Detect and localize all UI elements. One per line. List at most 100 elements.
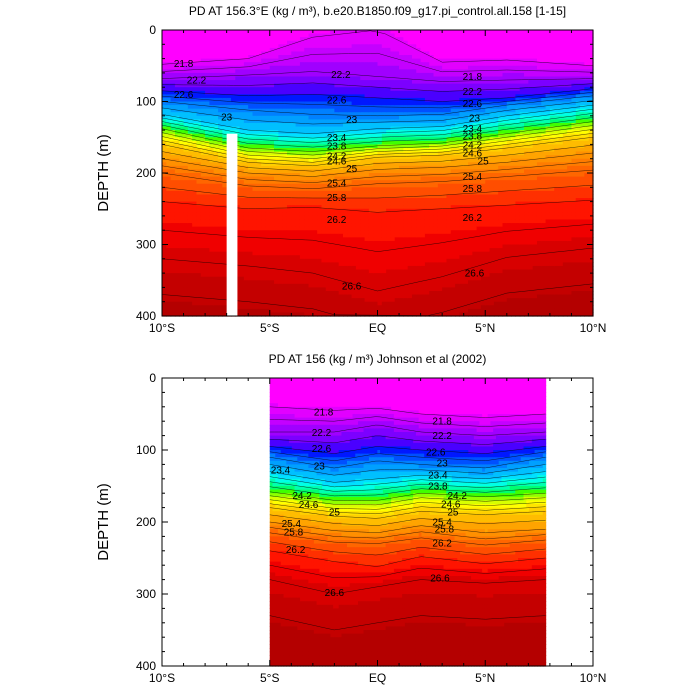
contour-cell (278, 244, 284, 249)
contour-cell (170, 255, 176, 260)
contour-cell (243, 273, 249, 278)
contour-cell (399, 180, 404, 185)
contour-cell (200, 233, 206, 238)
contour-cell (407, 144, 413, 149)
contour-cell (170, 244, 176, 249)
contour-cell (403, 47, 409, 53)
contour-cell (347, 230, 353, 235)
contour-cell (261, 47, 267, 53)
contour-cell (187, 187, 193, 192)
contour-cell (368, 90, 374, 95)
contour-cell (274, 290, 279, 296)
contour-cell (261, 126, 267, 131)
contour-cell (183, 244, 189, 249)
contour-cell (239, 305, 245, 310)
contour-cell (170, 176, 176, 181)
contour-cell (360, 33, 366, 38)
contour-cell (334, 233, 340, 238)
contour-cell (196, 208, 202, 213)
contour-cell (239, 265, 245, 271)
contour-cell (239, 201, 245, 206)
contour-cell (243, 248, 249, 253)
contour-cell (308, 283, 314, 288)
contour-cell (248, 215, 254, 221)
contour-cell (162, 230, 167, 235)
contour-cell (248, 122, 254, 128)
contour-cell (162, 44, 167, 49)
contour-cell (274, 258, 279, 263)
contour-cell (360, 137, 366, 142)
contour-cell (200, 237, 206, 242)
contour-cell (282, 240, 288, 246)
contour-cell (394, 176, 400, 181)
contour-cell (209, 176, 215, 181)
contour-cell (386, 298, 392, 303)
contour-cell (407, 37, 413, 42)
contour-cell (317, 173, 323, 178)
contour-cell (286, 122, 292, 128)
contour-cell (347, 248, 353, 253)
contour-cell (338, 290, 344, 296)
contour-cell (399, 80, 404, 85)
contour-cell (162, 240, 167, 246)
contour-cell (269, 233, 275, 238)
contour-cell (386, 276, 392, 281)
contour-cell (274, 180, 279, 185)
contour-cell (209, 126, 215, 131)
contour-cell (304, 173, 310, 178)
contour-cell (218, 301, 223, 306)
contour-cell (343, 205, 348, 210)
contour-cell (256, 290, 262, 296)
contour-cell (200, 269, 206, 274)
contour-cell (373, 101, 379, 106)
contour-cell (278, 108, 284, 113)
contour-cell (325, 237, 331, 242)
contour-cell (209, 262, 215, 267)
contour-cell (179, 194, 185, 199)
contour-cell (386, 51, 392, 56)
contour-cell (243, 51, 249, 56)
contour-cell (269, 258, 275, 263)
contour-cell (200, 72, 206, 78)
contour-cell (218, 237, 223, 242)
contour-cell (416, 55, 422, 60)
contour-cell (360, 258, 366, 263)
contour-cell (304, 80, 310, 85)
contour-cell (218, 83, 223, 88)
contour-cell (170, 112, 176, 117)
contour-cell (416, 33, 422, 38)
contour-cell (381, 187, 387, 192)
contour-cell (304, 251, 310, 256)
contour-cell (261, 298, 267, 303)
contour-cell (364, 276, 370, 281)
contour-cell (377, 44, 383, 49)
contour-cell (368, 40, 374, 45)
contour-cell (196, 147, 202, 153)
contour-cell (373, 290, 379, 296)
contour-cell (299, 290, 305, 296)
contour-cell (360, 298, 366, 303)
contour-cell (351, 101, 357, 106)
contour-cell (282, 312, 288, 317)
contour-cell (416, 80, 422, 85)
contour-cell (347, 144, 353, 149)
contour-cell (355, 65, 361, 70)
contour-cell (317, 244, 323, 249)
contour-cell (192, 215, 198, 221)
contour-cell (205, 276, 211, 281)
contour-cell (252, 208, 258, 213)
contour-cell (278, 276, 284, 281)
contour-cell (174, 244, 180, 249)
contour-cell (205, 155, 211, 160)
contour-cell (291, 158, 297, 163)
contour-cell (282, 308, 288, 314)
contour-cell (235, 155, 241, 160)
contour-cell (386, 83, 392, 88)
contour-cell (252, 126, 258, 131)
contour-cell (213, 133, 219, 138)
contour-cell (347, 219, 353, 224)
contour-cell (265, 151, 271, 156)
contour-cell (399, 51, 404, 56)
contour-cell (239, 230, 245, 235)
contour-cell (200, 155, 206, 160)
